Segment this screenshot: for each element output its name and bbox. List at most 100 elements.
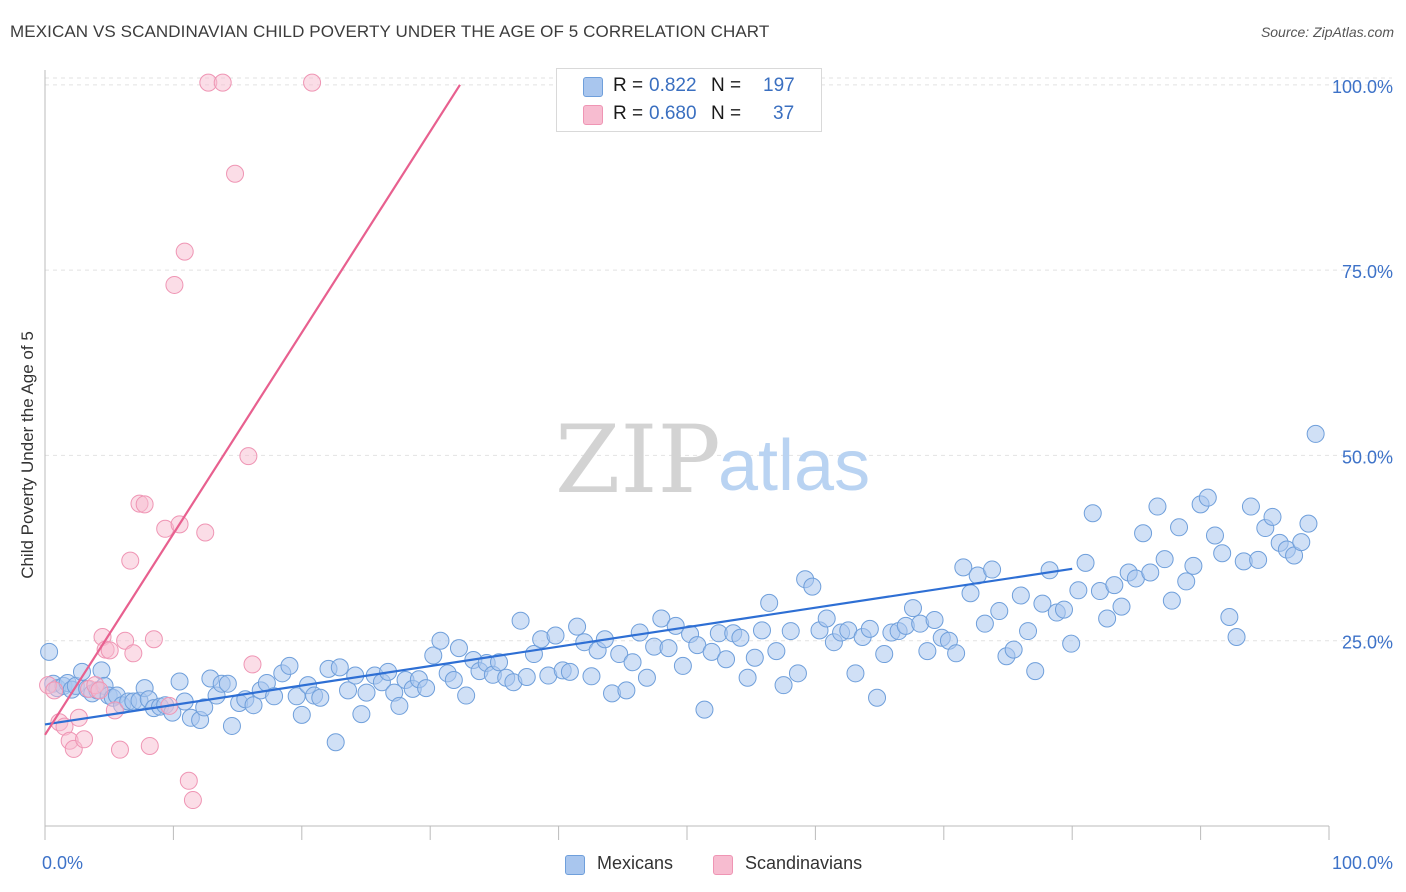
mexicans-trend-line [44,567,1073,726]
mexicans-point [702,642,721,661]
tick-labels: 25.0% 50.0% 75.0% 100.0% 0.0% 100.0% [42,77,1393,873]
mexicans-point [311,688,330,707]
mexicans-point [788,664,807,683]
legend-r-label: R = [613,103,644,124]
mexicans-point [752,621,771,640]
mexicans-point [738,668,757,687]
mexicans-point [222,716,241,735]
scandinavians-point [124,644,143,663]
mexicans-point [1170,518,1189,537]
mexicans-point [1249,550,1268,569]
watermark-atlas: atlas [718,426,870,506]
mexicans-point [511,611,530,630]
legend-n-label: N = [711,75,742,96]
mexicans-point [1177,572,1196,591]
mexicans-point [280,656,299,675]
mexicans-point [860,619,879,638]
mexicans-point [760,593,779,612]
mexicans-point [40,642,59,661]
scandinavians-point [213,73,232,92]
mexicans-point [1141,563,1160,582]
mexicans-point [444,670,463,689]
mexicans-point [868,688,887,707]
scandinavians-point [165,275,184,294]
mexicans-point [568,617,587,636]
scandinavians-point [90,681,109,700]
mexicans-point [195,698,214,717]
mexicans-point [424,646,443,665]
mexicans-point [1306,424,1325,443]
scandinavians-point [239,447,258,466]
mexicans-point [1184,556,1203,575]
mexicans-point [560,662,579,681]
mexicans-point [659,639,678,658]
scandinavians-swatch [583,105,603,125]
legend-r-value: 0.822 [649,75,697,96]
mexicans-point [1205,526,1224,545]
mexicans-point [652,609,671,628]
mexicans-point [803,577,822,596]
legend-r-value: 0.680 [649,103,697,124]
mexicans-point [1083,504,1102,523]
mexicans-point [637,668,656,687]
watermark: ZIP atlas [555,406,870,515]
mexicans-point [1227,628,1246,646]
mexicans-point [623,653,642,672]
mexicans-point [1026,662,1045,681]
y-tick-label: 75.0% [1342,262,1393,282]
mexicans-point [846,664,865,683]
mexicans-point [1134,524,1153,543]
mexicans-swatch [583,77,603,97]
scandinavians-point [303,73,322,92]
scandinavians-point [105,701,124,720]
scandinavians-point [144,630,163,649]
mexicans-point [975,614,994,633]
scandinavians-point [116,631,135,650]
mexicans-point [449,639,468,658]
mexicans-point [774,676,793,695]
mexicans-point [457,686,476,705]
mexicans-point [875,645,894,664]
mexicans-point [1162,591,1181,610]
source-label: Source: ZipAtlas.com [1260,24,1394,40]
scandinavians-trend-line [44,84,461,736]
y-tick-label: 50.0% [1342,447,1393,467]
mexicans-point [610,645,629,664]
scandinavians-point [110,740,129,759]
mexicans-point [1098,609,1117,628]
chart-title: MEXICAN VS SCANDINAVIAN CHILD POVERTY UN… [10,22,770,41]
mexicans-point [673,656,692,675]
trend-lines [44,84,1073,736]
mexicans-point [817,609,836,628]
mexicans-point [1148,497,1167,516]
legend-n-value: 37 [773,103,795,124]
mexicans-point [1054,600,1073,619]
mexicans-point [431,631,450,650]
legend-row-scandinavians: R = 0.680 N = 37 [557,101,821,129]
mexicans-point [265,687,284,706]
mexicans-point [925,610,944,629]
mexicans-point [1263,507,1282,526]
mexicans-point [961,584,980,603]
scandinavians-point [45,681,64,700]
scandinavians-point [196,523,215,542]
mexicans-point [947,644,966,663]
mexicans-point [1220,607,1239,626]
mexicans-point [1105,576,1124,595]
legend-n-value: 197 [763,75,795,96]
mexicans-point [244,696,263,715]
watermark-zip: ZIP [555,406,721,515]
mexicans-point [1011,586,1030,605]
grid-lines [45,77,1392,642]
y-tick-label: 100.0% [1332,77,1393,97]
scandinavians-point [183,791,202,810]
mexicans-point [326,733,345,752]
legend-n-label: N = [711,103,742,124]
scandinavians-point [100,641,119,660]
axes [44,70,1330,840]
mexicans-point [1213,544,1232,563]
mexicans-point [1112,597,1131,616]
mexicans-point [1019,622,1038,641]
mexicans-point [983,560,1002,579]
mexicans-point [903,599,922,618]
